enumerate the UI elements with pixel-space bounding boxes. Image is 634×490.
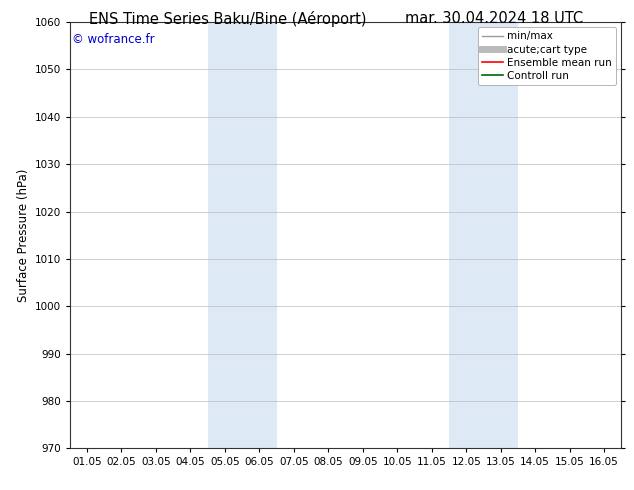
Legend: min/max, acute;cart type, Ensemble mean run, Controll run: min/max, acute;cart type, Ensemble mean … bbox=[478, 27, 616, 85]
Bar bbox=[207, 22, 276, 448]
Bar bbox=[449, 22, 518, 448]
Y-axis label: Surface Pressure (hPa): Surface Pressure (hPa) bbox=[17, 169, 30, 302]
Text: © wofrance.fr: © wofrance.fr bbox=[72, 33, 155, 46]
Text: mar. 30.04.2024 18 UTC: mar. 30.04.2024 18 UTC bbox=[406, 11, 583, 26]
Text: ENS Time Series Baku/Bine (Aéroport): ENS Time Series Baku/Bine (Aéroport) bbox=[89, 11, 367, 27]
